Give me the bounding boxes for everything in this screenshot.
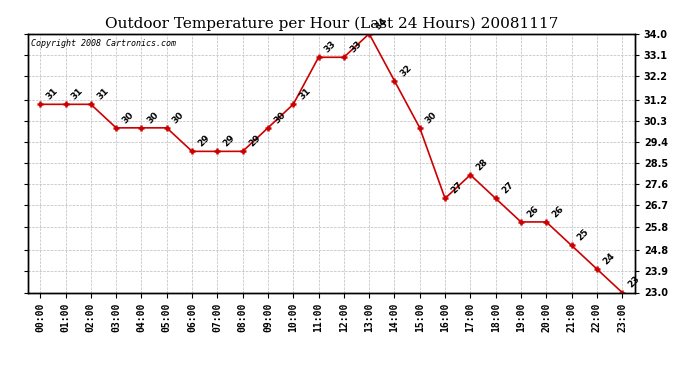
Text: 26: 26 bbox=[525, 204, 540, 219]
Text: 31: 31 bbox=[297, 86, 313, 102]
Text: 27: 27 bbox=[449, 180, 464, 196]
Text: 33: 33 bbox=[348, 39, 363, 54]
Text: 23: 23 bbox=[627, 274, 642, 290]
Text: 31: 31 bbox=[95, 86, 110, 102]
Text: 30: 30 bbox=[424, 110, 439, 125]
Text: 33: 33 bbox=[323, 39, 338, 54]
Text: Copyright 2008 Cartronics.com: Copyright 2008 Cartronics.com bbox=[30, 39, 176, 48]
Text: 32: 32 bbox=[399, 63, 414, 78]
Text: 30: 30 bbox=[171, 110, 186, 125]
Text: 29: 29 bbox=[247, 133, 262, 148]
Text: 25: 25 bbox=[575, 228, 591, 243]
Text: 34: 34 bbox=[373, 16, 388, 31]
Title: Outdoor Temperature per Hour (Last 24 Hours) 20081117: Outdoor Temperature per Hour (Last 24 Ho… bbox=[104, 17, 558, 31]
Text: 26: 26 bbox=[551, 204, 566, 219]
Text: 29: 29 bbox=[196, 133, 212, 148]
Text: 29: 29 bbox=[221, 133, 237, 148]
Text: 28: 28 bbox=[475, 157, 490, 172]
Text: 30: 30 bbox=[146, 110, 161, 125]
Text: 27: 27 bbox=[500, 180, 515, 196]
Text: 24: 24 bbox=[601, 251, 616, 266]
Text: 31: 31 bbox=[44, 86, 59, 102]
Text: 31: 31 bbox=[70, 86, 85, 102]
Text: 30: 30 bbox=[272, 110, 287, 125]
Text: 30: 30 bbox=[120, 110, 135, 125]
